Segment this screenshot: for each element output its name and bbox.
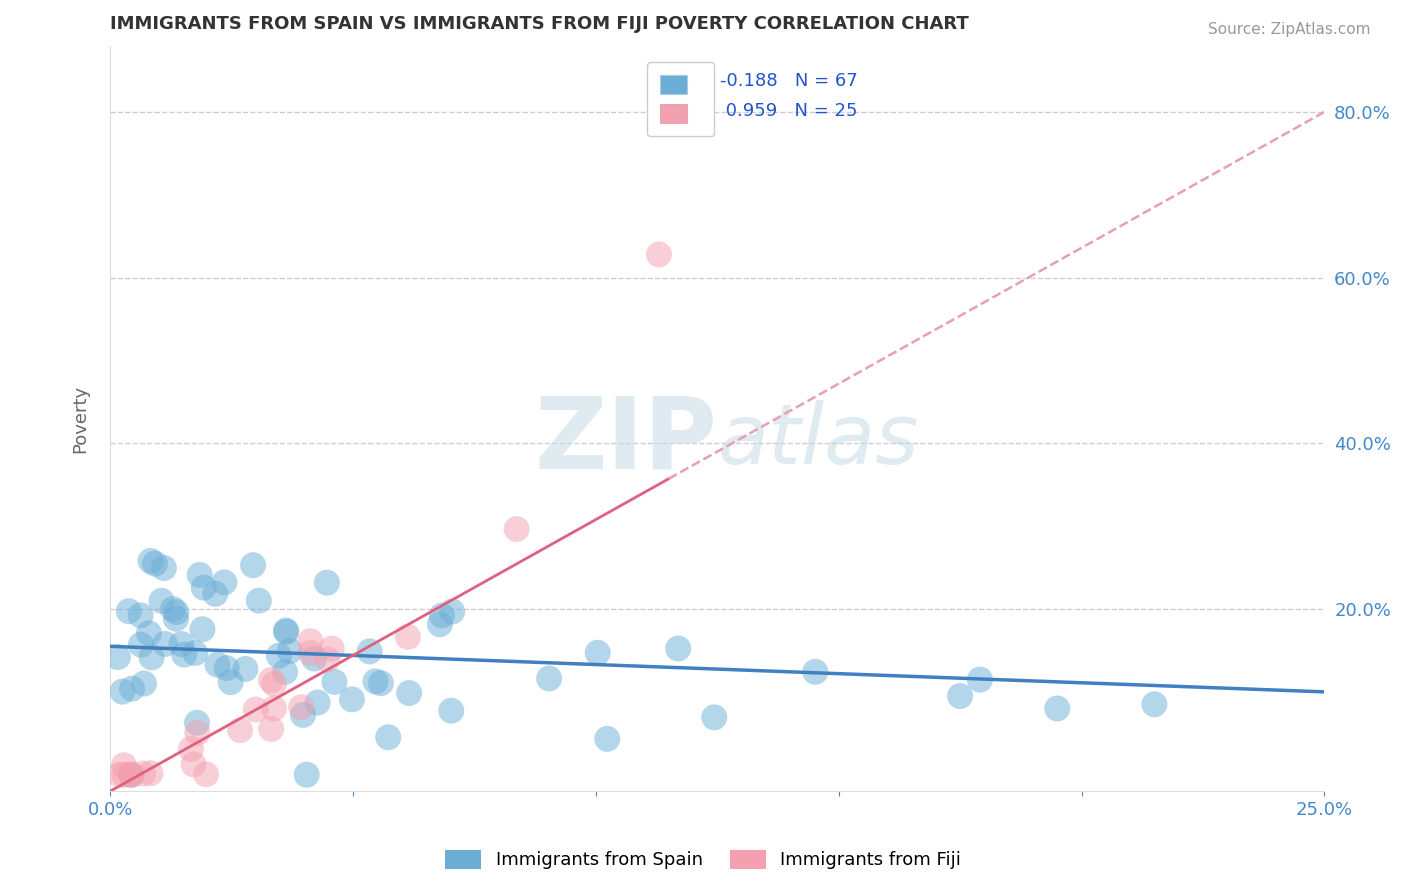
Point xyxy=(302,651,325,665)
Legend: , : , xyxy=(647,62,714,136)
Point xyxy=(195,767,218,781)
Point xyxy=(173,648,195,662)
Point xyxy=(316,652,339,666)
Point xyxy=(703,710,725,724)
Point xyxy=(290,700,312,714)
Point xyxy=(141,650,163,665)
Point xyxy=(364,674,387,689)
Point xyxy=(153,637,176,651)
Point xyxy=(121,681,143,696)
Point xyxy=(1143,698,1166,712)
Text: ZIP: ZIP xyxy=(534,392,717,490)
Point xyxy=(204,587,226,601)
Point xyxy=(648,247,671,261)
Text: Source: ZipAtlas.com: Source: ZipAtlas.com xyxy=(1208,22,1371,37)
Point xyxy=(138,626,160,640)
Point xyxy=(666,641,689,656)
Point xyxy=(219,675,242,690)
Point xyxy=(129,608,152,623)
Point xyxy=(150,594,173,608)
Point xyxy=(441,605,464,619)
Point xyxy=(321,641,343,656)
Point xyxy=(132,676,155,690)
Legend: Immigrants from Spain, Immigrants from Fiji: Immigrants from Spain, Immigrants from F… xyxy=(436,841,970,879)
Point xyxy=(121,768,143,782)
Point xyxy=(274,624,297,638)
Point xyxy=(191,622,214,636)
Point xyxy=(129,638,152,652)
Point xyxy=(242,558,264,573)
Point xyxy=(186,725,208,739)
Point xyxy=(186,715,208,730)
Point xyxy=(370,676,392,690)
Point xyxy=(1046,701,1069,715)
Text: atlas: atlas xyxy=(717,401,920,482)
Point xyxy=(118,604,141,618)
Point xyxy=(165,612,187,626)
Point xyxy=(440,704,463,718)
Point xyxy=(538,672,561,686)
Point xyxy=(112,758,135,772)
Point xyxy=(323,674,346,689)
Point xyxy=(949,689,972,703)
Point xyxy=(162,602,184,616)
Point xyxy=(193,581,215,595)
Point xyxy=(969,673,991,687)
Point xyxy=(299,634,322,648)
Point xyxy=(276,624,298,639)
Point xyxy=(804,665,827,679)
Point xyxy=(207,657,229,672)
Point xyxy=(132,766,155,780)
Point xyxy=(214,575,236,590)
Point xyxy=(586,646,609,660)
Point xyxy=(229,723,252,738)
Point xyxy=(165,605,187,619)
Point xyxy=(267,648,290,663)
Point xyxy=(183,757,205,772)
Point xyxy=(188,567,211,582)
Point xyxy=(107,650,129,665)
Point xyxy=(340,692,363,706)
Point xyxy=(292,708,315,723)
Point xyxy=(247,593,270,607)
Point xyxy=(307,696,329,710)
Point xyxy=(295,768,318,782)
Point xyxy=(108,768,131,782)
Point xyxy=(396,630,419,644)
Point xyxy=(112,768,135,782)
Text: R = -0.188   N = 67: R = -0.188 N = 67 xyxy=(681,71,858,90)
Point xyxy=(278,644,301,658)
Point xyxy=(120,768,142,782)
Point xyxy=(377,731,399,745)
Point xyxy=(153,561,176,575)
Point xyxy=(274,665,297,679)
Point xyxy=(398,686,420,700)
Point xyxy=(260,722,283,736)
Point xyxy=(245,702,267,716)
Point xyxy=(299,646,322,660)
Point xyxy=(111,684,134,698)
Point xyxy=(139,554,162,568)
Point xyxy=(359,644,381,658)
Point xyxy=(170,637,193,651)
Point xyxy=(263,701,285,715)
Y-axis label: Poverty: Poverty xyxy=(72,384,89,452)
Point xyxy=(139,766,162,780)
Point xyxy=(596,731,619,746)
Point xyxy=(260,673,283,687)
Point xyxy=(430,608,453,623)
Point xyxy=(143,557,166,571)
Point xyxy=(235,662,257,676)
Point xyxy=(215,661,238,675)
Point xyxy=(120,768,142,782)
Point xyxy=(315,575,337,590)
Point xyxy=(180,742,202,756)
Point xyxy=(263,677,285,691)
Text: IMMIGRANTS FROM SPAIN VS IMMIGRANTS FROM FIJI POVERTY CORRELATION CHART: IMMIGRANTS FROM SPAIN VS IMMIGRANTS FROM… xyxy=(110,15,969,33)
Point xyxy=(184,646,207,660)
Point xyxy=(429,617,451,632)
Text: R =  0.959   N = 25: R = 0.959 N = 25 xyxy=(681,102,858,120)
Point xyxy=(505,522,527,536)
